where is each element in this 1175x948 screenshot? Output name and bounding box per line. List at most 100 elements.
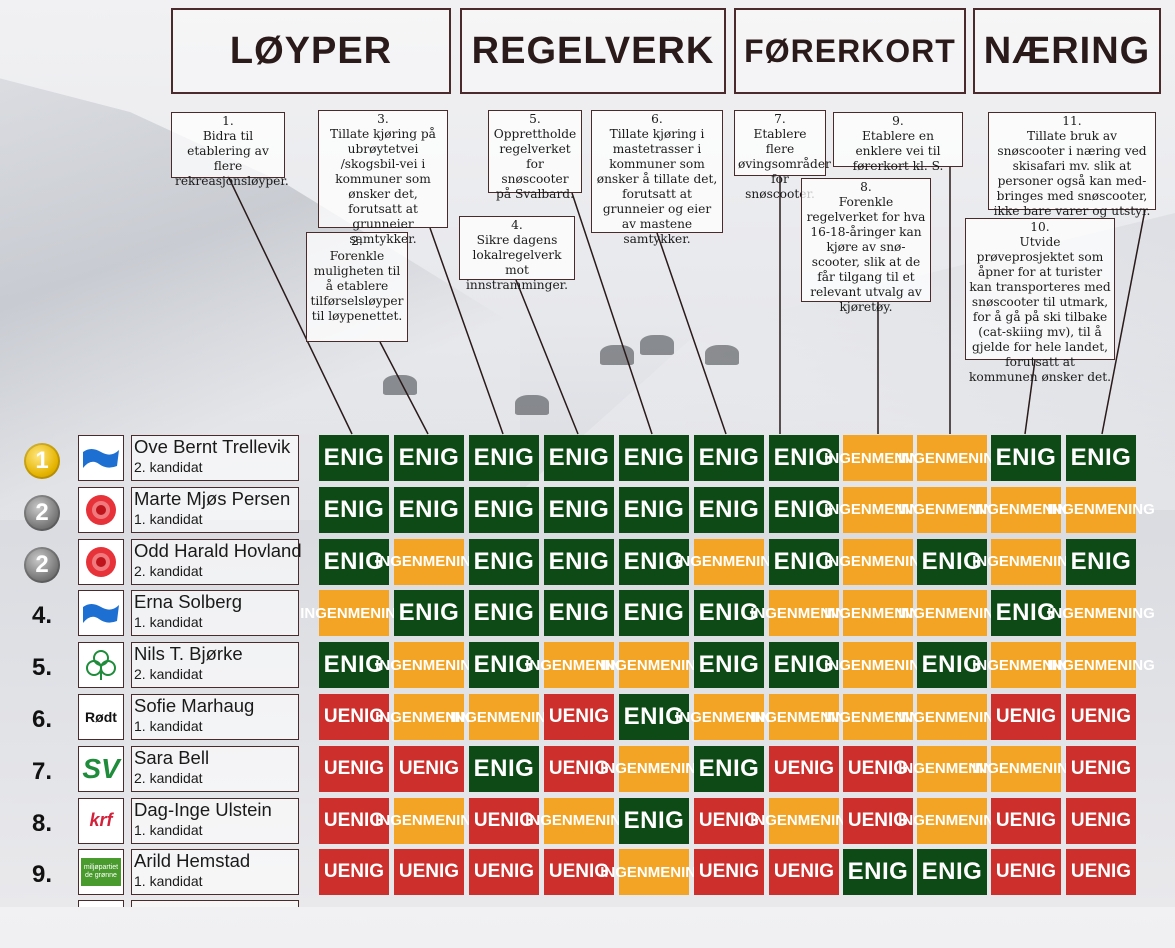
answer-ingen-mening: INGEN MENING xyxy=(824,435,932,481)
candidate-namebox: Dag-Inge Ulstein 1. kandidat xyxy=(131,797,299,844)
silver-medal-icon: 2 xyxy=(24,546,60,583)
answer-text: INGEN xyxy=(824,501,872,519)
answer-enig: ENIG xyxy=(469,435,539,481)
answer-ingen-mening: INGEN MENING xyxy=(972,486,1080,533)
connector-lines xyxy=(227,167,1146,435)
answer-text: MENING xyxy=(871,553,932,571)
answer-text: MENING xyxy=(722,553,783,571)
answer-enig: ENIG xyxy=(469,642,539,689)
answer-text: INGEN xyxy=(824,604,872,622)
candidate-rank-label: 1. kandidat xyxy=(134,614,203,631)
party-logo-sp xyxy=(78,642,124,689)
answer-text: INGEN xyxy=(1047,656,1095,674)
answer-text: MENING xyxy=(722,708,783,726)
table-row: 1 Ove Bernt Trellevik 2. kandidat ENIG ENIG E… xyxy=(0,435,1175,483)
rank-indicator: 9. xyxy=(31,861,52,889)
party-logo-sv: SV xyxy=(78,745,124,792)
category-forerkort: FØRERKORT xyxy=(734,8,966,94)
rank-indicator: 6. xyxy=(31,706,52,733)
answer-enig: ENIG xyxy=(991,590,1061,637)
rank-indicator: 2 xyxy=(20,493,64,533)
answer-text: MENING xyxy=(797,708,858,726)
answer-text: INGEN xyxy=(375,656,423,674)
answer-text: MENING xyxy=(871,449,932,467)
answer-uenig: UENIG xyxy=(544,849,614,896)
answer-enig: ENIG xyxy=(769,435,839,481)
candidate-rank-label: 2. kandidat xyxy=(134,666,203,683)
category-label: REGELVERK xyxy=(471,29,715,72)
answer-ingen-mening: INGEN MENING xyxy=(898,694,1006,740)
answer-text: MENING xyxy=(422,553,483,571)
answer-text: MENING xyxy=(1019,760,1080,778)
statement-5: 5. Opprettholde regelverket for snøscoote… xyxy=(488,110,582,201)
party-logo-text: SV xyxy=(82,752,120,784)
statement-8: 8. Forenkle regelverket for hva 16-18-åri… xyxy=(801,178,931,314)
statement-text: Tillate bruk av snøscooter i næring ved … xyxy=(993,129,1151,218)
table-row: 9. miljøpartiet de grønne Arild Hemstad 1. … xyxy=(0,849,1175,897)
statement-4: 4. Sikre dagens lokalregelverk mot innstr… xyxy=(459,216,575,292)
answer-text: INGEN xyxy=(824,708,872,726)
answer-text: INGEN xyxy=(824,553,872,571)
answer-ingen-mening: INGEN MENING xyxy=(675,694,783,740)
candidate-rank-label: 2. kandidat xyxy=(134,562,203,579)
party-logo-h xyxy=(78,435,124,481)
answer-text: MENING xyxy=(1094,604,1155,622)
party-logo-text: Rødt xyxy=(85,709,117,725)
answer-text: MENING xyxy=(1019,553,1080,571)
answer-text: MENING xyxy=(945,760,1006,778)
statement-number: 1. xyxy=(222,114,234,128)
silver-medal-icon: 2 xyxy=(24,494,60,531)
table-row: 2 Odd Harald Hovland 2. kandidat ENIG INGEN M… xyxy=(0,538,1175,587)
answer-ingen-mening: INGEN MENING xyxy=(972,538,1080,585)
statement-number: 4. xyxy=(511,218,523,232)
party-logo-ap xyxy=(78,538,124,585)
answer-enig: ENIG xyxy=(769,538,839,585)
table-row-partial xyxy=(0,900,1175,948)
answer-uenig: UENIG xyxy=(544,745,614,792)
table-row: 6. Rødt Sofie Marhaug 1. kandidat UENIG INGEN… xyxy=(0,694,1175,742)
answer-text: INGEN xyxy=(972,501,1020,519)
statement-number: 10. xyxy=(1030,220,1050,234)
candidate-name: Erna Solberg xyxy=(134,591,242,613)
answer-ingen-mening: INGEN MENING xyxy=(675,538,783,585)
answer-uenig: UENIG xyxy=(843,797,913,844)
answer-text: MENING xyxy=(945,708,1006,726)
candidate-namebox: Marte Mjøs Persen 1. kandidat xyxy=(131,486,299,533)
answer-uenig: UENIG xyxy=(469,849,539,896)
answer-enig: ENIG xyxy=(544,590,614,637)
rank-indicator: 5. xyxy=(31,654,52,682)
answer-text: MENING xyxy=(647,656,708,674)
answer-text: INGEN xyxy=(675,708,723,726)
answer-uenig: UENIG xyxy=(843,745,913,792)
answer-ingen-mening: INGEN MENING xyxy=(824,590,932,637)
answer-enig: ENIG xyxy=(394,435,464,481)
answer-text: INGEN xyxy=(1047,501,1095,519)
candidate-name: Sofie Marhaug xyxy=(134,695,255,716)
rank-indicator: 8. xyxy=(31,809,52,837)
answer-text: INGEN xyxy=(898,760,946,778)
answer-text: INGEN xyxy=(898,604,946,622)
statement-2: 2. Forenkle muligheten til å etablere til… xyxy=(306,232,408,342)
answer-uenig: UENIG xyxy=(694,849,764,896)
answer-ingen-mening: INGEN MENING xyxy=(375,797,483,844)
snowmobile-silhouette xyxy=(600,345,634,365)
candidate-name: Sara Bell xyxy=(134,746,210,768)
party-logo xyxy=(78,900,124,907)
table-row: 7. SV Sara Bell 2. kandidat UENIG UENIG ENIG UE… xyxy=(0,745,1175,794)
answer-ingen-mening: INGEN MENING xyxy=(898,486,1006,533)
candidate-namebox: Sara Bell 2. kandidat xyxy=(131,745,299,792)
answer-enig: ENIG xyxy=(319,642,389,689)
answer-ingen-mening: INGEN MENING xyxy=(525,642,633,689)
answer-text: MENING xyxy=(945,604,1006,622)
answer-enig: ENIG xyxy=(917,849,987,896)
answer-ingen-mening: INGEN MENING xyxy=(824,694,932,740)
answer-text: INGEN xyxy=(972,553,1020,571)
statement-text: Forenkle regelverket for hva 16-18-åring… xyxy=(806,195,926,314)
answer-uenig: UENIG xyxy=(319,797,389,844)
candidate-namebox xyxy=(131,900,299,907)
answer-uenig: UENIG xyxy=(1066,849,1136,896)
answer-ingen-mening: INGEN MENING xyxy=(600,642,708,689)
answer-ingen-mening: INGEN MENING xyxy=(824,486,932,533)
statement-number: 9. xyxy=(892,114,904,128)
category-label: LØYPER xyxy=(229,29,393,72)
